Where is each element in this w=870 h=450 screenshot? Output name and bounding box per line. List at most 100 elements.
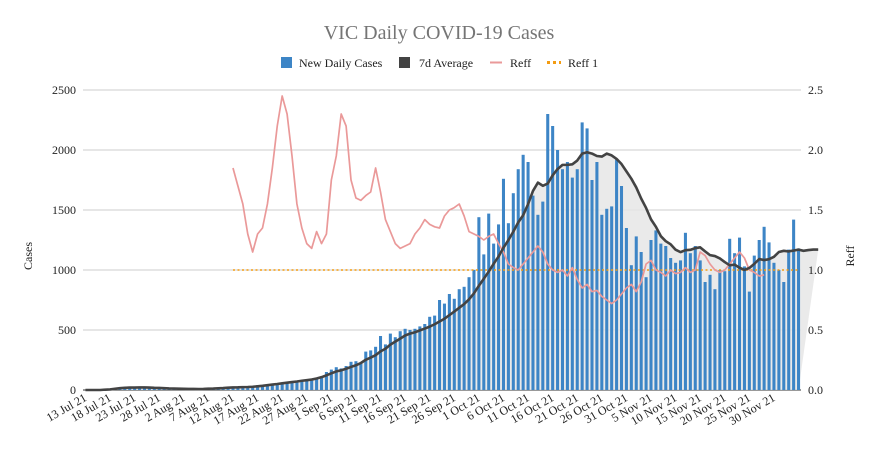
case-bar: [624, 228, 628, 390]
case-bar: [369, 350, 373, 390]
case-bar: [506, 223, 510, 390]
case-bar: [438, 300, 442, 390]
case-bar: [644, 277, 648, 390]
y-axis-ticks: 0 500 1000 1500 2000 2500: [52, 83, 76, 397]
case-bar: [241, 387, 245, 390]
case-bar: [452, 298, 456, 390]
case-bar: [654, 230, 658, 390]
case-bar: [678, 260, 683, 390]
case-bar: [757, 240, 761, 390]
case-bar: [629, 265, 633, 390]
y-tick-label: 1000: [52, 263, 76, 277]
case-bar: [511, 193, 515, 390]
y-tick-label: 0: [70, 383, 76, 397]
case-bar: [619, 186, 624, 390]
case-bar: [762, 226, 766, 390]
case-bar: [428, 316, 432, 390]
case-bar: [688, 253, 692, 390]
y-tick-label: 500: [58, 323, 76, 337]
case-bar: [664, 246, 668, 390]
case-bar: [541, 201, 545, 390]
case-bar: [560, 169, 565, 390]
case-bar: [777, 270, 781, 390]
case-bar: [501, 178, 505, 390]
y2-tick-label: 1.0: [808, 263, 823, 277]
case-bar: [521, 154, 525, 390]
case-bar: [752, 255, 756, 390]
case-bar: [698, 260, 702, 390]
legend-label-reff-1: Reff 1: [568, 56, 598, 70]
case-bar: [388, 333, 392, 390]
case-bar: [152, 388, 156, 390]
case-bar: [792, 219, 796, 390]
case-bar: [659, 243, 663, 390]
case-bar: [290, 382, 294, 390]
legend-label-7d-average: 7d Average: [419, 56, 473, 70]
case-bar: [310, 380, 314, 390]
case-bar: [787, 249, 791, 390]
legend-swatch-cases: [281, 57, 292, 68]
case-bar: [467, 277, 471, 390]
case-bar: [733, 253, 737, 390]
case-bar: [246, 387, 250, 390]
case-bar: [413, 328, 417, 390]
case-bar: [364, 351, 368, 390]
case-bar: [285, 383, 289, 390]
case-bar: [157, 388, 161, 390]
y2-tick-label: 2.0: [808, 143, 823, 157]
y2-axis-ticks: 0.0 0.5 1.0 1.5 2.0 2.5: [808, 83, 823, 397]
case-bar: [703, 282, 707, 390]
case-bar: [379, 336, 383, 390]
case-bar: [256, 385, 260, 390]
case-bar: [142, 387, 146, 390]
y2-tick-label: 0.5: [808, 323, 823, 337]
chart-title: VIC Daily COVID-19 Cases: [324, 22, 555, 44]
case-bar: [251, 386, 255, 390]
case-bar: [767, 242, 771, 390]
case-bar: [728, 238, 732, 390]
case-bar: [772, 262, 776, 390]
case-bar: [393, 337, 397, 390]
case-bar: [516, 169, 520, 390]
case-bar: [442, 303, 446, 390]
case-bar: [300, 381, 304, 390]
y2-tick-label: 2.5: [808, 83, 823, 97]
case-bar: [797, 248, 801, 390]
case-bar: [260, 385, 265, 390]
case-bar: [669, 258, 673, 390]
case-bar: [531, 195, 535, 390]
case-bar: [610, 206, 614, 390]
legend-swatch-7d-average: [399, 57, 410, 68]
case-bar: [492, 243, 496, 390]
y2-tick-label: 1.5: [808, 203, 823, 217]
case-bar: [708, 274, 712, 390]
case-bar: [354, 361, 358, 390]
case-bar: [526, 162, 530, 390]
case-bar: [536, 214, 540, 390]
case-bar: [433, 315, 437, 390]
case-bar: [147, 388, 151, 390]
y-tick-label: 1500: [52, 203, 76, 217]
case-bar: [270, 384, 274, 390]
case-bar: [585, 128, 589, 390]
y-axis-title: Cases: [21, 242, 35, 270]
case-bar: [383, 344, 387, 390]
case-bar: [305, 380, 309, 390]
case-bar: [497, 224, 501, 390]
case-bar: [782, 282, 786, 390]
reff-series: [232, 95, 765, 305]
case-bar: [236, 387, 240, 390]
case-bar: [600, 214, 604, 390]
case-bar: [595, 162, 599, 390]
case-bar: [742, 266, 746, 390]
case-bar: [295, 381, 299, 390]
case-bar: [639, 252, 643, 390]
case-bar: [570, 177, 574, 390]
case-bar: [324, 372, 328, 390]
case-bar: [329, 369, 333, 390]
case-bar: [713, 289, 717, 390]
y-tick-label: 2000: [52, 143, 76, 157]
case-bar: [280, 382, 284, 390]
